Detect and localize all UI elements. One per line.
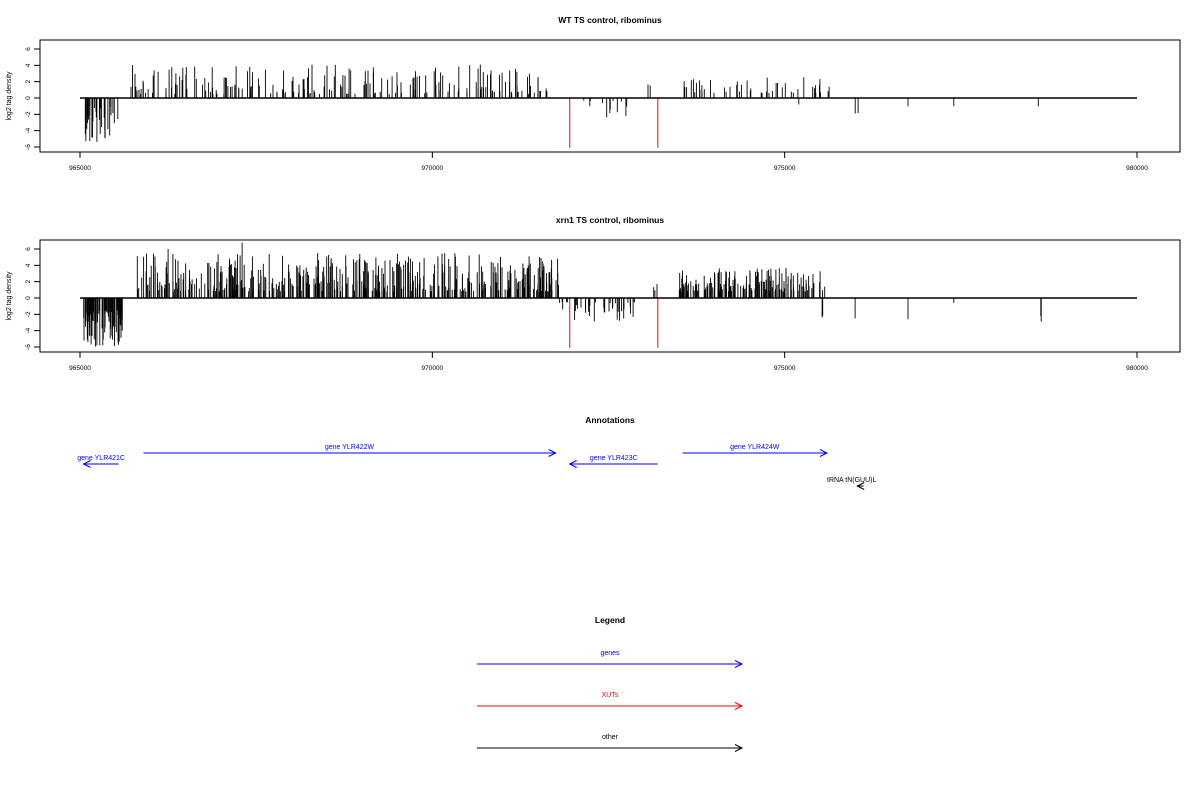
legend-label: genes	[600, 650, 620, 657]
x-tick-label: 975000	[774, 365, 796, 372]
legend-label: XUTs	[602, 692, 619, 699]
feature-track: gene YLR421C gene YLR422W gene YLR423C gene…	[77, 444, 877, 490]
y-tick-label: 4	[25, 263, 32, 267]
legend-label: other	[602, 734, 619, 741]
y-tick-label: -6	[25, 344, 32, 350]
density-bars	[80, 242, 1137, 348]
y-axis-label: log2 tag density	[6, 271, 13, 321]
x-tick-label: 975000	[774, 165, 796, 172]
legend-arrow	[477, 660, 744, 668]
y-tick-label: -2	[25, 111, 32, 117]
x-tick-label: 970000	[421, 165, 443, 172]
y-tick-label: 6	[25, 247, 32, 251]
y-tick-label: -4	[25, 127, 32, 133]
y-tick-label: 2	[25, 279, 32, 283]
y-tick-label: 2	[25, 79, 32, 83]
y-tick-label: 0	[25, 296, 32, 300]
feature-label: tRNA tN(GUU)L	[827, 477, 877, 484]
feature-arrow	[143, 449, 557, 457]
feature-arrow	[568, 460, 658, 468]
x-axis: 965000 970000 975000 980000	[69, 152, 1148, 172]
y-axis-label: log2 tag density	[6, 71, 13, 121]
feature-arrow	[856, 482, 865, 490]
y-axis: 6 4 2 0 -2 -4 -6	[25, 247, 40, 350]
plot-frame	[39, 39, 1181, 153]
legend-items: genes XUTs other	[477, 650, 744, 752]
feature-arrow	[82, 460, 119, 468]
panel-title: WT TS control, ribominus	[558, 15, 662, 25]
annotations-title: Annotations	[585, 415, 635, 425]
feature-arrow	[682, 449, 829, 457]
panel-title: xrn1 TS control, ribominus	[556, 215, 664, 225]
y-tick-label: -4	[25, 327, 32, 333]
legend-title: Legend	[595, 615, 625, 625]
y-tick-label: 4	[25, 63, 32, 67]
y-tick-label: -6	[25, 144, 32, 150]
xrn1-density-panel: xrn1 TS control, ribominus log2 tag dens…	[6, 215, 1181, 372]
x-tick-label: 965000	[69, 365, 91, 372]
feature-label: gene YLR423C	[590, 455, 638, 462]
y-tick-label: 6	[25, 47, 32, 51]
feature-label: gene YLR422W	[325, 444, 375, 451]
feature-label: gene YLR421C	[77, 455, 125, 462]
feature-label: gene YLR424W	[730, 444, 780, 451]
legend-arrow	[477, 744, 744, 752]
legend-panel: Legend genes XUTs other	[477, 615, 744, 752]
x-tick-label: 970000	[421, 365, 443, 372]
x-axis: 965000 970000 975000 980000	[69, 352, 1148, 372]
x-tick-label: 965000	[69, 165, 91, 172]
legend-arrow	[477, 702, 744, 710]
plot-frame	[39, 239, 1181, 353]
density-bars	[80, 64, 1137, 148]
x-tick-label: 980000	[1126, 165, 1148, 172]
y-tick-label: -2	[25, 311, 32, 317]
y-axis: 6 4 2 0 -2 -4 -6	[25, 47, 40, 150]
y-tick-label: 0	[25, 96, 32, 100]
wt-density-panel: WT TS control, ribominus log2 tag densit…	[6, 15, 1181, 172]
x-tick-label: 980000	[1126, 365, 1148, 372]
